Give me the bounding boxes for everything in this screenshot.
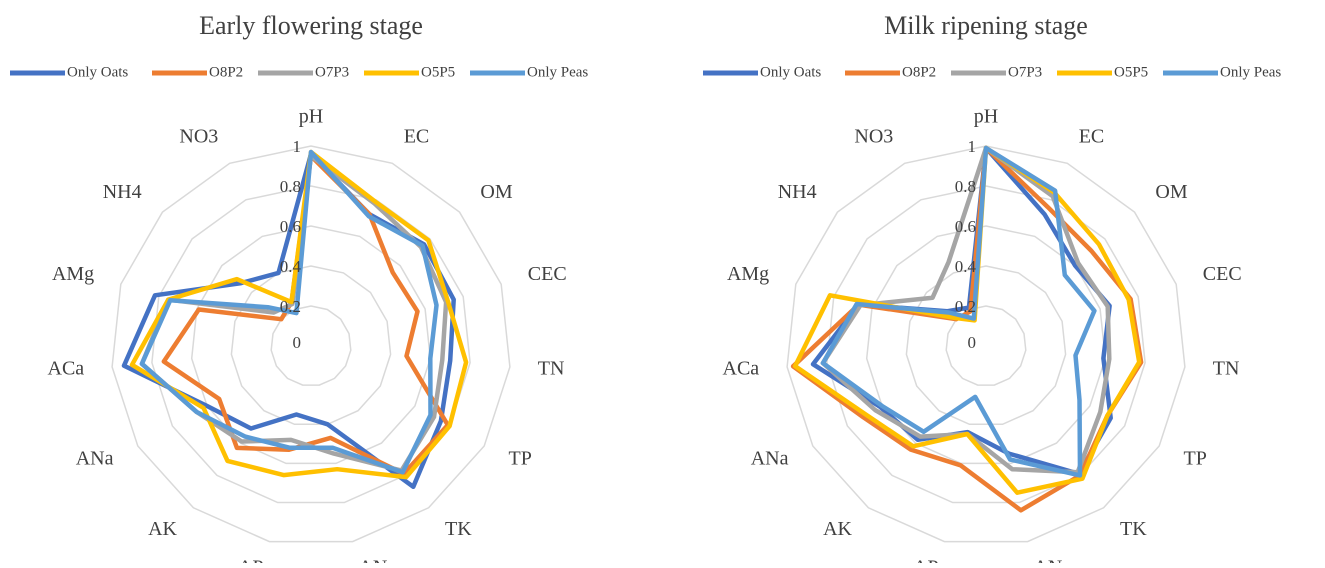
- axis-label-ph: pH: [299, 106, 323, 128]
- tick-label: 0.4: [280, 257, 302, 276]
- axis-label-cec: CEC: [528, 263, 567, 285]
- axis-label-cec: CEC: [1203, 263, 1242, 285]
- legend-label: O5P5: [1114, 64, 1148, 80]
- tick-label: 0.2: [280, 297, 301, 316]
- tick-labels: 0 0.2 0.4 0.6 0.8 1: [955, 137, 977, 352]
- grid-ring: [905, 265, 1067, 426]
- legend-label: O8P2: [209, 64, 243, 80]
- radar-grid: [111, 145, 511, 543]
- legend-label: O8P2: [902, 64, 936, 80]
- grid-ring: [270, 305, 352, 386]
- axis-label-nh4: NH4: [778, 181, 817, 203]
- axis-label-nh4: NH4: [103, 181, 142, 203]
- legend-label: Only Peas: [1220, 64, 1281, 80]
- grid-ring: [230, 265, 392, 426]
- axis-label-no3: NO3: [179, 125, 218, 147]
- series-line-o5p5: [129, 149, 469, 480]
- axis-labels: pH EC OM CEC TN TP TK AN AP AK ANa ACa AMg NH4 NO3: [48, 106, 567, 568]
- grid-ring: [151, 185, 471, 504]
- axis-label-ak: AK: [148, 518, 177, 540]
- series-line-only-peas: [139, 149, 439, 475]
- grid-ring: [111, 145, 511, 543]
- tick-label: 0: [968, 333, 977, 352]
- axis-label-ana: ANa: [751, 448, 789, 470]
- axis-label-tk: TK: [445, 518, 472, 540]
- radar-grid: [786, 145, 1186, 543]
- series-lines: [790, 145, 1144, 513]
- axis-label-ana: ANa: [76, 448, 114, 470]
- series-line-only-peas: [820, 145, 1097, 478]
- legend-item: O5P5: [364, 64, 455, 80]
- grid-ring: [865, 225, 1107, 465]
- grid-ring: [945, 305, 1027, 386]
- legend-item: Only Peas: [470, 64, 588, 80]
- series-line-o8p2: [790, 145, 1144, 513]
- tick-label: 0.8: [955, 177, 976, 196]
- legend-item: Only Oats: [703, 64, 821, 80]
- legend-item: O7P3: [951, 64, 1042, 80]
- tick-label: 0.2: [955, 297, 976, 316]
- axis-label-ak: AK: [823, 518, 852, 540]
- series-line-o7p3: [820, 145, 1112, 475]
- axis-label-aca: ACa: [48, 357, 85, 379]
- axis-labels: pH EC OM CEC TN TP TK AN AP AK ANa ACa AMg NH4 NO3: [723, 106, 1242, 568]
- tick-label: 1: [293, 137, 302, 156]
- legend: Only Oats O8P2 O7P3 O5P5 Only Peas: [10, 64, 588, 80]
- chart-title: Milk ripening stage: [884, 11, 1088, 40]
- legend-item: O8P2: [152, 64, 243, 80]
- axis-label-om: OM: [1155, 181, 1187, 203]
- axis-label-ec: EC: [1079, 125, 1105, 147]
- legend-label: O7P3: [1008, 64, 1042, 80]
- axis-label-tp: TP: [1184, 448, 1207, 470]
- axis-label-tp: TP: [509, 448, 532, 470]
- legend-label: Only Oats: [760, 64, 821, 80]
- grid-ring: [786, 145, 1186, 543]
- legend-item: O8P2: [845, 64, 936, 80]
- axis-label-no3: NO3: [854, 125, 893, 147]
- tick-label: 0.8: [280, 177, 301, 196]
- axis-label-tn: TN: [1213, 357, 1240, 379]
- axis-label-om: OM: [480, 181, 512, 203]
- legend-item: Only Peas: [1163, 64, 1281, 80]
- legend-item: Only Oats: [10, 64, 128, 80]
- tick-label: 0: [293, 333, 302, 352]
- legend-item: O7P3: [258, 64, 349, 80]
- tick-label: 0.4: [955, 257, 977, 276]
- legend: Only Oats O8P2 O7P3 O5P5 Only Peas: [703, 64, 1281, 80]
- legend-label: Only Oats: [67, 64, 128, 80]
- legend-label: O5P5: [421, 64, 455, 80]
- series-lines: [121, 149, 469, 490]
- legend-label: Only Peas: [527, 64, 588, 80]
- grid-ring: [826, 185, 1146, 504]
- tick-labels: 0 0.2 0.4 0.6 0.8 1: [280, 137, 302, 352]
- tick-label: 0.6: [955, 217, 976, 236]
- axis-label-ph: pH: [974, 106, 998, 128]
- legend-item: O5P5: [1057, 64, 1148, 80]
- axis-label-an: AN: [1033, 557, 1062, 563]
- axis-label-aca: ACa: [723, 357, 760, 379]
- radar-chart-1: Early flowering stage Only Oats O8P2 O7P3 O5…: [10, 11, 588, 568]
- axis-label-amg: AMg: [727, 263, 769, 285]
- axis-label-ap: AP: [238, 557, 264, 563]
- chart-title: Early flowering stage: [199, 11, 423, 40]
- axis-label-ap: AP: [913, 557, 939, 563]
- axis-label-amg: AMg: [52, 263, 94, 285]
- tick-label: 1: [968, 137, 977, 156]
- radar-chart-2: Milk ripening stage Only Oats O8P2 O7P3 O5P5…: [703, 11, 1281, 568]
- axis-label-tk: TK: [1120, 518, 1147, 540]
- legend-label: O7P3: [315, 64, 349, 80]
- tick-label: 0.6: [280, 217, 301, 236]
- axis-label-an: AN: [358, 557, 387, 563]
- axis-label-tn: TN: [538, 357, 565, 379]
- axis-label-ec: EC: [404, 125, 430, 147]
